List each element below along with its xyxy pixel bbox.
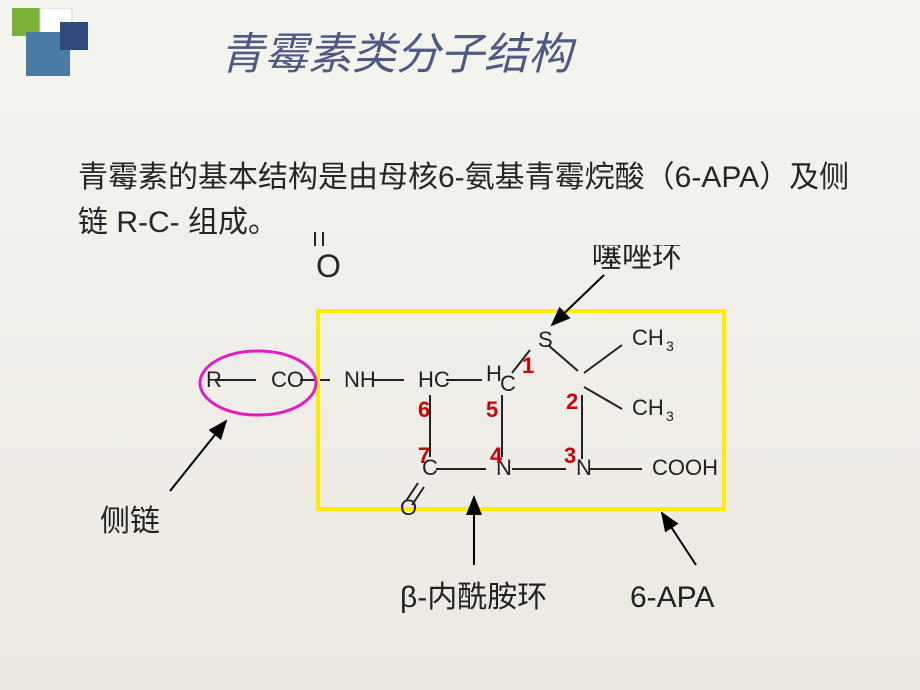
- annotation-arrows: [170, 275, 696, 565]
- body-paragraph: 青霉素的基本结构是由母核6-氨基青霉烷酸（6-APA）及侧链 R-C- 组成。: [78, 155, 858, 245]
- svg-text:HC: HC: [418, 367, 450, 392]
- svg-text:5: 5: [486, 397, 498, 422]
- slide-logo: [12, 8, 102, 90]
- svg-text:7: 7: [418, 443, 430, 468]
- slide-title: 青霉素类分子结构: [220, 18, 572, 82]
- svg-text:3: 3: [564, 443, 576, 468]
- svg-text:3: 3: [666, 408, 674, 424]
- svg-text:噻唑环: 噻唑环: [592, 245, 682, 274]
- svg-text:CO: CO: [271, 367, 304, 392]
- svg-text:侧链: 侧链: [100, 505, 160, 538]
- svg-text:1: 1: [522, 353, 534, 378]
- svg-text:β-内酰胺环: β-内酰胺环: [400, 581, 547, 614]
- svg-text:6-APA: 6-APA: [630, 581, 714, 614]
- svg-text:2: 2: [566, 389, 578, 414]
- svg-text:4: 4: [490, 443, 503, 468]
- svg-text:CH: CH: [632, 325, 664, 350]
- svg-text:C: C: [500, 371, 516, 396]
- svg-text:N: N: [576, 455, 592, 480]
- molecule-diagram: RCONHHCHCSCH3CH3CNNCOOHO 1256743 侧链噻唑环β-…: [0, 245, 920, 665]
- svg-text:R: R: [206, 367, 222, 392]
- svg-text:NH: NH: [344, 367, 376, 392]
- svg-text:O: O: [400, 495, 417, 520]
- svg-text:S: S: [538, 327, 553, 352]
- svg-text:CH: CH: [632, 395, 664, 420]
- annotation-labels: 侧链 噻唑环 β-内酰胺环 6-APA: [100, 245, 714, 614]
- logo-svg: [12, 8, 102, 90]
- svg-text:3: 3: [666, 338, 674, 354]
- svg-text:COOH: COOH: [652, 455, 718, 480]
- svg-text:6: 6: [418, 397, 430, 422]
